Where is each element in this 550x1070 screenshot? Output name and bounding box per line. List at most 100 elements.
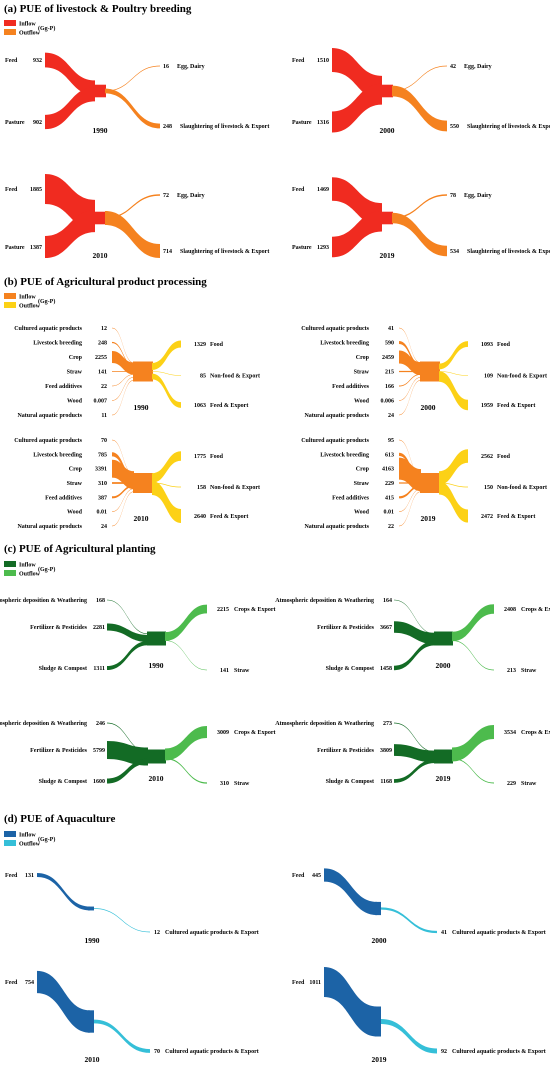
process-node — [94, 84, 106, 98]
sankey-panel-1990: Feed 131 12 Cultured aquatic products & Exp… — [5, 873, 259, 945]
input-label: Livestock breeding — [33, 452, 82, 458]
output-label: Slaughtering of livestock & Export — [180, 249, 269, 255]
input-value: 415 — [385, 495, 394, 501]
input-value: 70 — [101, 438, 107, 444]
flow-out-2 — [152, 373, 181, 408]
flow-in-feed — [37, 970, 90, 1033]
input-value: 0.01 — [384, 510, 395, 516]
year-label: 1990 — [134, 403, 149, 412]
flow-in-4 — [112, 484, 134, 499]
sankey-panel-2019: Atmospheric deposition & Weathering 273 Fe… — [275, 721, 550, 787]
input-label: Wood — [354, 399, 370, 405]
sankey-panel-2000: Atmospheric deposition & Weathering 164 Fe… — [275, 598, 550, 674]
year-label: 1990 — [85, 936, 100, 945]
output-label: Slaughtering of livestock & Export — [467, 124, 550, 130]
section-c: (c) PUE of Agricultural planting Inflow Ou… — [0, 543, 550, 787]
input-label: Sludge & Compost — [39, 779, 87, 785]
process-node — [133, 361, 153, 382]
flow-in-pasture — [332, 83, 382, 133]
output-value: 1093 — [481, 342, 493, 348]
legend: Inflow Outflow(Gg-P) — [4, 293, 55, 310]
input-value: 5799 — [93, 748, 105, 754]
legend-swatch-inflow — [4, 561, 16, 567]
input-value: 1469 — [317, 187, 329, 193]
input-label: Natural aquatic products — [304, 524, 369, 530]
input-value: 1011 — [309, 980, 321, 986]
output-value: 78 — [450, 193, 456, 199]
output-label: Food — [210, 342, 224, 348]
flow-in-1 — [394, 621, 435, 645]
input-value: 1458 — [380, 666, 392, 672]
input-value: 1311 — [93, 666, 105, 672]
input-label: Feed — [5, 980, 18, 986]
process-node — [420, 473, 440, 493]
output-value: 310 — [220, 781, 229, 787]
output-value: 534 — [450, 249, 459, 255]
input-value: 613 — [385, 452, 394, 458]
flow-out-0 — [105, 194, 160, 219]
input-value: 1293 — [317, 245, 329, 251]
output-label: Food — [497, 342, 511, 348]
legend-swatch-outflow — [4, 29, 16, 35]
input-label: Straw — [67, 481, 83, 487]
flow-in-0 — [394, 722, 435, 753]
flow-in-1 — [107, 623, 148, 643]
output-label: Food — [210, 454, 224, 460]
year-label: 2000 — [380, 126, 395, 135]
output-label: Egg, Dairy — [177, 193, 205, 199]
input-label: Fertilizer & Pesticides — [317, 625, 375, 631]
legend-unit: (Gg-P) — [38, 566, 55, 573]
input-value: 932 — [33, 58, 42, 64]
output-value: 72 — [163, 193, 169, 199]
output-label: Cultured aquatic products & Export — [452, 930, 546, 936]
input-label: Feed — [292, 980, 305, 986]
process-node — [133, 473, 153, 493]
year-label: 1990 — [149, 661, 164, 670]
flow-out-2 — [152, 481, 181, 523]
input-label: Pasture — [292, 120, 312, 126]
output-label: Cultured aquatic products & Export — [165, 930, 259, 936]
output-label: Crops & Export — [234, 730, 276, 736]
year-label: 2019 — [380, 251, 395, 260]
flow-out-0 — [165, 604, 207, 641]
sankey-panel-2010: Feed 754 70 Cultured aquatic products & Exp… — [5, 970, 259, 1064]
input-value: 3391 — [95, 467, 107, 473]
input-label: Feed additives — [45, 384, 82, 390]
flow-in-2 — [107, 641, 148, 671]
input-label: Feed additives — [332, 384, 369, 390]
input-label: Feed — [292, 873, 305, 879]
input-value: 11 — [101, 413, 107, 419]
output-label: Egg, Dairy — [177, 64, 205, 70]
output-value: 2408 — [504, 607, 516, 613]
input-label: Feed — [5, 873, 18, 879]
section-title: (b) PUE of Agricultural product processi… — [4, 276, 207, 288]
sankey-panel-2010: Atmospheric deposition & Weathering 246 Fe… — [0, 721, 276, 787]
legend: Inflow Outflow(Gg-P) — [4, 561, 55, 578]
input-label: Cultured aquatic products — [14, 326, 82, 332]
output-value: 3534 — [504, 730, 516, 736]
output-label: Feed & Export — [497, 514, 535, 520]
input-label: Natural aquatic products — [304, 413, 369, 419]
output-value: 12 — [154, 930, 160, 936]
output-value: 85 — [200, 374, 206, 380]
flow-out-0 — [165, 726, 207, 761]
flow-in-pasture — [332, 210, 382, 258]
section-d: (d) PUE of Aquaculture Inflow Outflow(Gg-P… — [4, 813, 546, 1064]
flow-in-4 — [399, 484, 421, 499]
output-label: Straw — [521, 668, 537, 674]
output-label: Feed & Export — [210, 403, 248, 409]
sankey-panel-2000: 1510 Feed 1316 Pasture 42 Egg, Dairy 550 Slaugh… — [292, 47, 550, 135]
input-label: Cultured aquatic products — [301, 326, 369, 332]
output-label: Crops & Export — [521, 730, 550, 736]
input-label: Livestock breeding — [33, 341, 82, 347]
input-value: 273 — [383, 721, 392, 727]
input-label: Straw — [354, 481, 370, 487]
flow-in-1 — [112, 341, 134, 367]
flow-in-1 — [394, 744, 435, 763]
flow-in-1 — [399, 340, 421, 368]
output-label: Non-food & Export — [497, 374, 547, 380]
input-value: 2281 — [93, 625, 105, 631]
input-value: 166 — [385, 384, 394, 390]
output-value: 70 — [154, 1049, 160, 1055]
